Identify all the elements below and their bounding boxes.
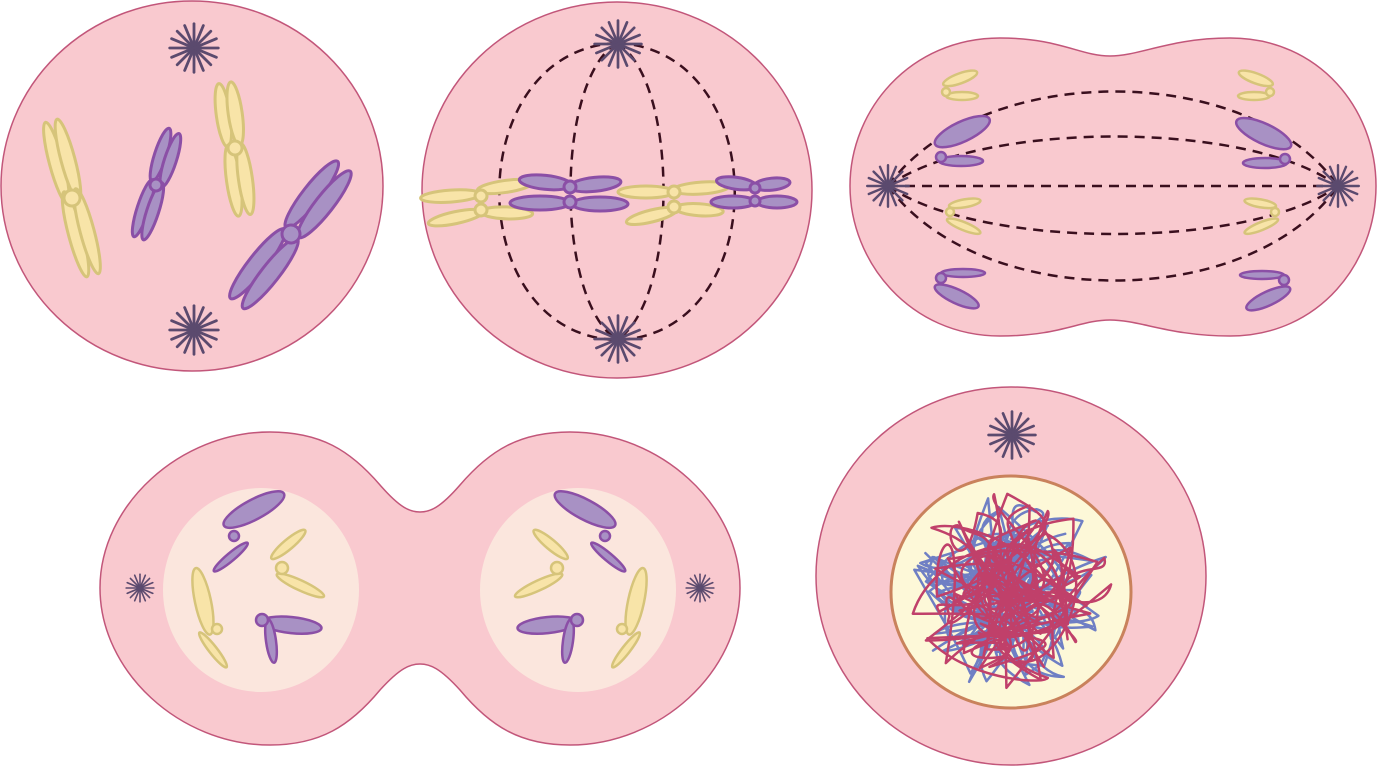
centrosome-icon: [593, 314, 643, 364]
chromosome-icon: [709, 175, 799, 210]
stage-telophase: [99, 431, 741, 746]
stage-metaphase: [419, 1, 813, 379]
chromosome-icon: [254, 612, 323, 664]
chromosome-icon: [933, 114, 992, 168]
chromosome-icon: [610, 566, 648, 669]
chromosome-icon: [944, 197, 982, 236]
chromosome-icon: [130, 126, 183, 242]
chromosome-icon: [269, 528, 326, 599]
stage-prophase: [0, 0, 384, 372]
centrosome-icon: [685, 573, 715, 603]
chromosome-icon: [42, 117, 102, 279]
centrosome-icon: [593, 19, 643, 69]
stage-anaphase: [849, 37, 1377, 337]
centrosome-icon: [987, 410, 1037, 460]
cell-membrane: [0, 0, 384, 372]
chromatin-strand-red: [924, 492, 1113, 670]
chromosome-icon: [933, 267, 987, 310]
chromosome-icon: [1238, 269, 1292, 312]
chromosome-icon: [213, 80, 256, 218]
chromosome-icon: [1243, 197, 1281, 236]
centrosome-icon: [168, 304, 220, 356]
chromosome-icon: [553, 490, 627, 573]
chromosome-icon: [940, 69, 980, 102]
centrosome-icon: [1315, 163, 1361, 209]
centrosome-icon: [125, 573, 155, 603]
chromosome-icon: [616, 180, 731, 227]
chromosome-icon: [191, 566, 229, 669]
spindle-fiber: [886, 90, 1340, 282]
chromosome-icon: [419, 177, 535, 228]
chromosome-icon: [212, 490, 286, 573]
chromosome-icon: [1236, 69, 1276, 102]
centrosome-icon: [168, 22, 220, 74]
chromosome-icon: [228, 159, 353, 311]
chromosome-icon: [508, 173, 630, 213]
centrosome-icon: [866, 163, 910, 209]
chromatin-icon: [911, 492, 1113, 690]
chromosome-icon: [513, 528, 570, 599]
chromosome-icon: [516, 612, 585, 664]
stage-interphase: [815, 386, 1207, 766]
cell-membrane: [421, 1, 813, 379]
chromosome-icon: [1234, 116, 1293, 170]
